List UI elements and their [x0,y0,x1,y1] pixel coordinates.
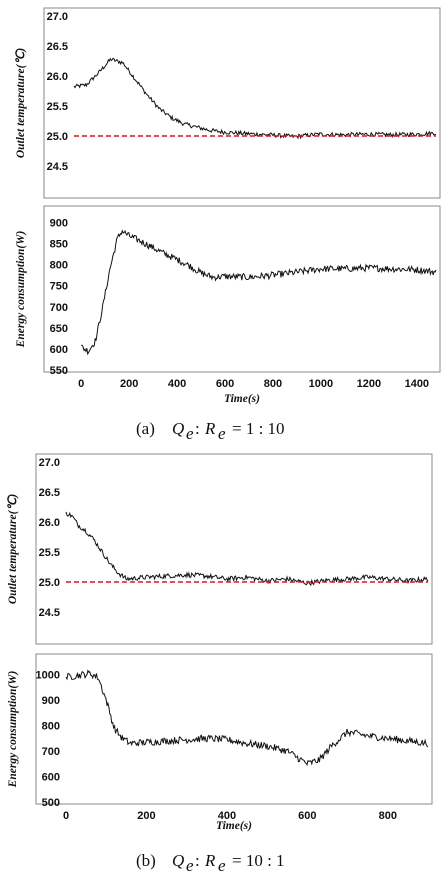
x-tick-label: 0 [63,810,69,822]
caption-a-ratio: = 1 : 10 [232,419,285,438]
plot-frame [35,653,433,805]
series-line [73,57,437,140]
caption-b-r: R [204,851,216,870]
caption-a-r-sub: e [218,424,226,443]
y-tick-label: 27.0 [39,457,60,469]
y-tick-label: 24.5 [47,161,68,173]
y-axis-title: Energy consumption(W) [15,231,27,349]
y-axis-title: Energy consumption(W) [7,671,19,789]
caption-a-label: (a) [136,419,155,438]
y-tick-label: 1000 [36,670,60,682]
plot-frame [43,7,441,199]
series-line [65,511,429,587]
y-tick-label: 700 [42,746,60,758]
caption-a: (a) Q e : R e = 1 : 10 [136,419,285,443]
x-tick-label: 400 [168,378,186,390]
y-tick-label: 600 [50,344,68,356]
x-tick-label: 1400 [405,378,429,390]
y-tick-label: 500 [42,797,60,809]
x-tick-label: 600 [298,810,316,822]
x-axis-title: Time(s) [216,820,252,832]
x-tick-label: 800 [379,810,397,822]
x-tick-label: 200 [120,378,138,390]
y-tick-label: 750 [50,281,68,293]
caption-a-colon: : [195,419,200,438]
caption-b-ratio: = 10 : 1 [232,851,285,870]
panel-a-temperature-chart: 24.5 25.0 25.5 26.0 26.5 27.0 Outlet temperatu… [15,7,441,199]
x-tick-label: 800 [264,378,282,390]
y-axis-title: Outlet temperature(℃) [15,48,27,159]
y-tick-label: 800 [50,260,68,272]
plot-frame [43,205,441,373]
y-tick-label: 26.5 [47,41,68,53]
y-tick-label: 700 [50,302,68,314]
y-tick-label: 25.5 [39,547,60,559]
y-tick-label: 900 [50,217,68,229]
y-tick-label: 26.0 [39,517,60,529]
caption-b-q-sub: e [186,856,194,875]
x-tick-label: 0 [78,378,84,390]
y-tick-label: 550 [50,365,68,377]
caption-a-q-sub: e [186,424,194,443]
y-tick-label: 27.0 [47,11,68,23]
y-tick-label: 900 [42,695,60,707]
y-tick-label: 800 [42,721,60,733]
y-axis-title: Outlet temperature(℃) [7,494,19,605]
y-tick-label: 25.0 [47,131,68,143]
plot-frame [35,453,433,645]
caption-a-q: Q [172,419,184,438]
y-tick-label: 25.5 [47,101,68,113]
caption-b-r-sub: e [218,856,226,875]
y-tick-label: 850 [50,239,68,251]
caption-b: (b) Q e : R e = 10 : 1 [136,851,285,875]
x-tick-label: 600 [216,378,234,390]
y-tick-label: 600 [42,772,60,784]
y-tick-label: 24.5 [39,607,60,619]
y-tick-label: 26.5 [39,487,60,499]
y-tick-label: 25.0 [39,577,60,589]
x-tick-label: 1200 [357,378,381,390]
x-axis-title: Time(s) [224,393,260,405]
panel-b-energy-chart: 500 600 700 800 900 1000 0 200 400 600 800 Energy c… [7,653,433,832]
panel-b-temperature-chart: 24.5 25.0 25.5 26.0 26.5 27.0 Outlet temperatu… [7,453,433,645]
caption-b-label: (b) [136,851,156,870]
y-tick-label: 650 [50,323,68,335]
caption-a-r: R [204,419,216,438]
caption-b-q: Q [172,851,184,870]
panel-a-energy-chart: 550 600 650 700 750 800 850 900 0 200 400 600 800 100… [15,205,441,405]
x-tick-label: 1000 [309,378,333,390]
caption-b-colon: : [195,851,200,870]
x-tick-label: 400 [218,810,236,822]
x-tick-label: 200 [137,810,155,822]
series-line [81,229,437,356]
y-tick-label: 26.0 [47,71,68,83]
series-line [65,669,429,766]
